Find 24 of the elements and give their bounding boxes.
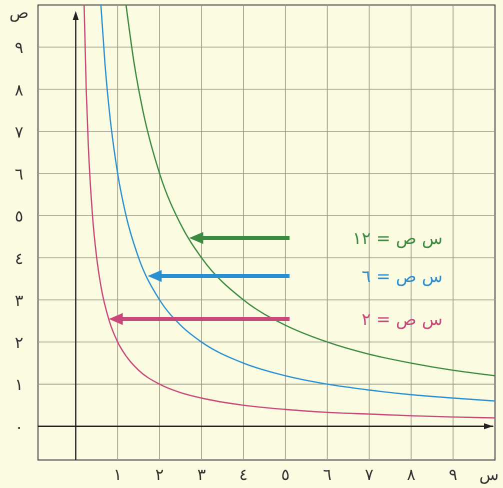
annotation: س ص = ٢ [362,310,443,330]
x-tick-label: ٥ [281,465,290,484]
y-tick-label: ٤ [14,248,24,268]
y-tick-label: ٥ [14,206,24,226]
x-tick-label: ٩ [448,465,458,484]
y-tick-label: ٢ [14,333,24,352]
y-tick-label: ٨ [14,80,24,100]
x-axis-title: س [479,465,499,484]
y-tick-label: ١ [14,375,24,394]
x-tick-label: ٤ [239,465,248,484]
annotation: س ص = ٦ [362,267,443,287]
x-tick-label: ٣ [197,465,206,484]
y-tick-label: ٣ [14,290,24,310]
x-tick-label: ٨ [406,465,416,484]
y-tick-label: ٩ [14,38,24,58]
y-axis-title: ص [9,3,29,22]
y-tick-label: ٦ [14,164,24,184]
x-tick-label: ٧ [364,465,374,484]
annotation: س ص = ١٢ [352,229,443,249]
x-tick-label: ٢ [155,465,164,484]
x-tick-label: ٦ [322,465,332,484]
y-tick-label: ٠ [14,417,24,436]
y-tick-label: ٧ [14,122,24,142]
x-tick-label: ١ [113,465,122,484]
